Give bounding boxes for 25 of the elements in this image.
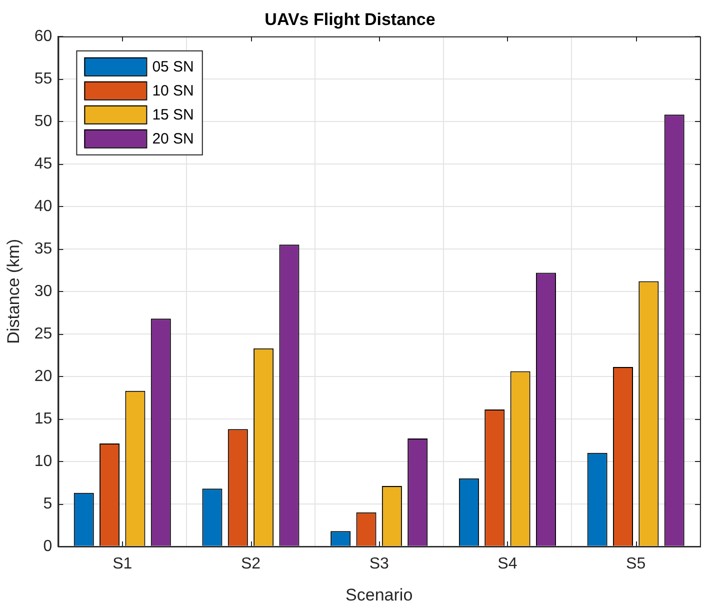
y-tick-label: 0 bbox=[43, 538, 52, 555]
y-tick-label: 15 bbox=[34, 410, 52, 428]
y-tick-label: 35 bbox=[34, 240, 52, 258]
y-tick-label: 20 bbox=[34, 368, 52, 385]
y-tick-label: 60 bbox=[34, 28, 52, 45]
x-tick-label: S5 bbox=[626, 555, 646, 572]
y-tick-label: 40 bbox=[34, 198, 52, 215]
x-tick-label: S4 bbox=[498, 555, 518, 572]
y-tick-label: 25 bbox=[34, 325, 52, 342]
y-tick-label: 30 bbox=[34, 282, 52, 300]
x-tick-label: S2 bbox=[240, 555, 261, 572]
x-tick-label: S3 bbox=[369, 555, 389, 572]
y-axis-title: Distance (km) bbox=[4, 238, 23, 344]
legend-label: 05 SN bbox=[152, 58, 194, 76]
y-tick-label: 50 bbox=[34, 112, 52, 130]
x-tick-label: S1 bbox=[112, 555, 132, 572]
legend-label: 20 SN bbox=[152, 130, 194, 148]
x-axis-title: Scenario bbox=[346, 585, 413, 604]
y-tick-label: 10 bbox=[34, 452, 52, 470]
y-tick-label: 45 bbox=[34, 155, 52, 172]
chart-title: UAVs Flight Distance bbox=[264, 10, 436, 29]
legend-label: 10 SN bbox=[152, 82, 194, 100]
y-tick-label: 5 bbox=[43, 495, 52, 512]
legend-label: 15 SN bbox=[152, 106, 194, 124]
y-tick-label: 55 bbox=[34, 70, 52, 88]
